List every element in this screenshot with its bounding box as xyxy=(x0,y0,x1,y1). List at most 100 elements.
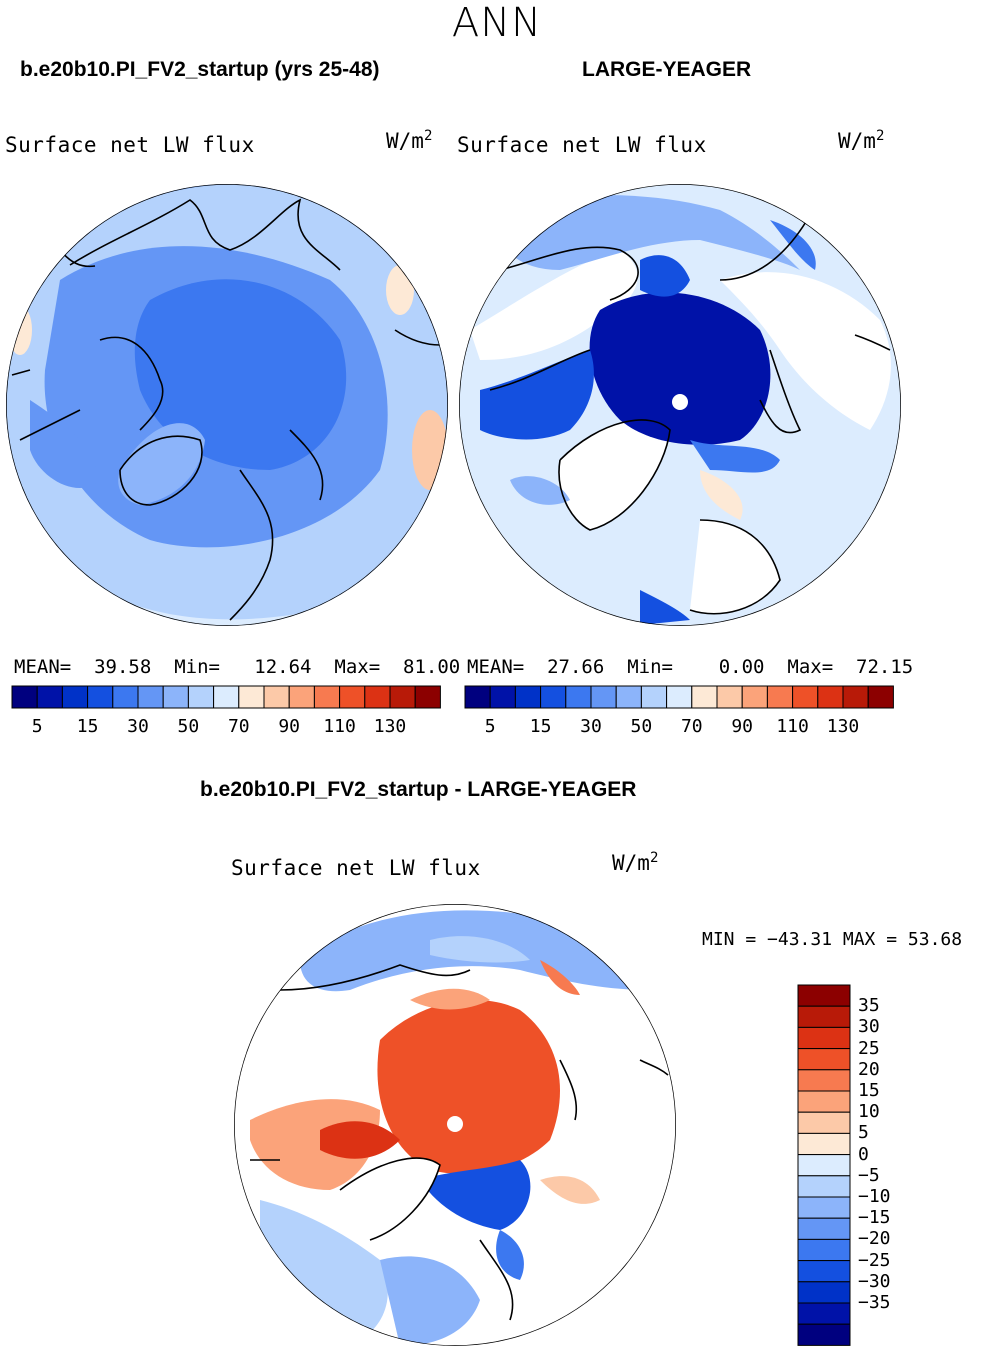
colorbar-swatch xyxy=(797,1175,851,1198)
colorbar-swatch xyxy=(640,685,668,709)
colorbar-tick-label: 0 xyxy=(858,1143,869,1165)
colorbar-tick-label: 10 xyxy=(858,1101,880,1123)
right-units-label: W/m2 xyxy=(838,128,885,153)
colorbar-swatch xyxy=(666,685,693,709)
colorbar-swatch xyxy=(288,685,315,709)
colorbar-swatch xyxy=(313,685,341,709)
colorbar-swatch xyxy=(797,1048,851,1071)
colorbar-swatch xyxy=(36,685,63,709)
colorbar-tick-label: 5 xyxy=(31,716,43,737)
colorbar-tick-label: 110 xyxy=(776,716,809,737)
colorbar-swatch xyxy=(213,685,240,709)
colorbar-swatch xyxy=(112,685,139,709)
colorbar-swatch xyxy=(691,685,718,709)
colorbar-swatch xyxy=(514,685,542,709)
colorbar-swatch xyxy=(797,1154,851,1177)
colorbar-swatch xyxy=(797,1026,851,1050)
colorbar-swatch xyxy=(540,685,567,709)
colorbar-swatch xyxy=(867,685,894,709)
colorbar-tick-label: −10 xyxy=(858,1186,891,1207)
colorbar-swatch xyxy=(797,1196,851,1219)
colorbar-swatch xyxy=(61,685,89,709)
right-colorbar xyxy=(464,685,894,709)
left-case-title: b.e20b10.PI_FV2_startup (yrs 25-48) xyxy=(20,58,380,81)
colorbar-tick-label: 30 xyxy=(858,1016,880,1038)
colorbar-swatch xyxy=(716,685,743,709)
colorbar-tick-label: 90 xyxy=(278,716,301,737)
colorbar-tick-label: 5 xyxy=(858,1122,869,1144)
colorbar-swatch xyxy=(565,685,592,709)
colorbar-swatch xyxy=(741,685,768,709)
difference-units-label: W/m2 xyxy=(612,850,659,875)
colorbar-swatch xyxy=(797,1005,851,1028)
colorbar-swatch xyxy=(766,685,794,709)
colorbar-swatch xyxy=(797,1260,851,1283)
colorbar-swatch xyxy=(87,685,114,709)
colorbar-tick-label: 110 xyxy=(323,716,356,737)
right-case-title: LARGE-YEAGER xyxy=(582,58,752,81)
colorbar-swatch xyxy=(797,1281,851,1304)
colorbar-swatch xyxy=(414,685,441,709)
colorbar-tick-label: −25 xyxy=(858,1249,891,1271)
colorbar-swatch xyxy=(489,685,516,709)
colorbar-swatch xyxy=(162,685,189,709)
colorbar-swatch xyxy=(137,685,164,709)
colorbar-tick-label: 35 xyxy=(858,995,880,1017)
colorbar-swatch xyxy=(464,685,491,709)
colorbar-tick-label: 70 xyxy=(680,716,703,737)
colorbar-tick-label: 20 xyxy=(858,1058,880,1080)
colorbar-swatch xyxy=(797,1217,851,1240)
difference-minmax: MIN = −43.31 MAX = 53.68 xyxy=(702,929,963,950)
colorbar-tick-label: 15 xyxy=(529,716,552,737)
colorbar-tick-label: −15 xyxy=(858,1207,891,1229)
colorbar-tick-label: −20 xyxy=(858,1228,891,1250)
colorbar-swatch xyxy=(590,685,617,709)
colorbar-tick-label: 130 xyxy=(373,716,407,737)
colorbar-swatch xyxy=(797,984,851,1007)
colorbar-swatch xyxy=(797,1132,851,1156)
colorbar-swatch xyxy=(797,1090,851,1113)
colorbar-tick-label: 70 xyxy=(227,716,250,737)
colorbar-swatch xyxy=(389,685,416,709)
colorbar-tick-label: 130 xyxy=(826,716,860,737)
left-colorbar xyxy=(11,685,441,709)
colorbar-tick-label: 50 xyxy=(630,716,653,737)
colorbar-tick-label: 15 xyxy=(858,1080,880,1101)
right-variable-label: Surface net LW flux xyxy=(457,133,707,157)
colorbar-swatch xyxy=(842,685,869,709)
colorbar-swatch xyxy=(797,1238,851,1262)
left-units-label: W/m2 xyxy=(386,128,433,153)
colorbar-swatch xyxy=(797,1111,851,1134)
colorbar-swatch xyxy=(364,685,391,709)
difference-variable-label: Surface net LW flux xyxy=(231,856,481,880)
left-variable-label: Surface net LW flux xyxy=(5,133,255,157)
difference-polar-map xyxy=(234,904,676,1346)
colorbar-tick-label: −35 xyxy=(858,1292,891,1313)
colorbar-tick-label: 30 xyxy=(127,716,149,737)
colorbar-swatch xyxy=(797,1302,851,1325)
plot-main-title: ANN xyxy=(451,0,543,46)
colorbar-swatch xyxy=(187,685,215,709)
colorbar-tick-label: 25 xyxy=(858,1037,880,1059)
colorbar-tick-label: 5 xyxy=(484,716,496,737)
colorbar-swatch xyxy=(238,685,265,709)
colorbar-swatch xyxy=(263,685,290,709)
colorbar-swatch xyxy=(797,1323,851,1346)
colorbar-tick-label: 90 xyxy=(731,716,754,737)
colorbar-swatch xyxy=(797,1069,851,1092)
colorbar-swatch xyxy=(339,685,366,709)
colorbar-swatch xyxy=(792,685,819,709)
left-stats: MEAN= 39.58 Min= 12.64 Max= 81.00 xyxy=(14,656,461,678)
left-polar-map xyxy=(6,184,448,626)
colorbar-tick-label: 15 xyxy=(76,716,99,737)
colorbar-tick-label: −30 xyxy=(858,1270,891,1292)
colorbar-swatch xyxy=(11,685,38,709)
right-polar-map xyxy=(459,184,901,626)
difference-colorbar xyxy=(797,984,851,1346)
right-stats: MEAN= 27.66 Min= 0.00 Max= 72.15 xyxy=(467,656,914,678)
colorbar-swatch xyxy=(817,685,844,709)
colorbar-tick-label: 50 xyxy=(177,716,200,737)
colorbar-tick-label: −5 xyxy=(858,1164,880,1186)
colorbar-tick-label: 30 xyxy=(580,716,602,737)
